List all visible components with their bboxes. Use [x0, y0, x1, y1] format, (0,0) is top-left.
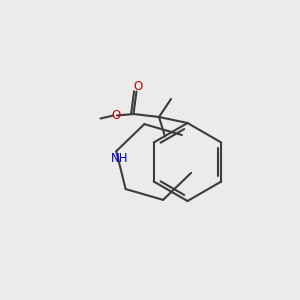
- Text: O: O: [111, 109, 120, 122]
- Text: NH: NH: [110, 152, 128, 165]
- Text: O: O: [134, 80, 142, 94]
